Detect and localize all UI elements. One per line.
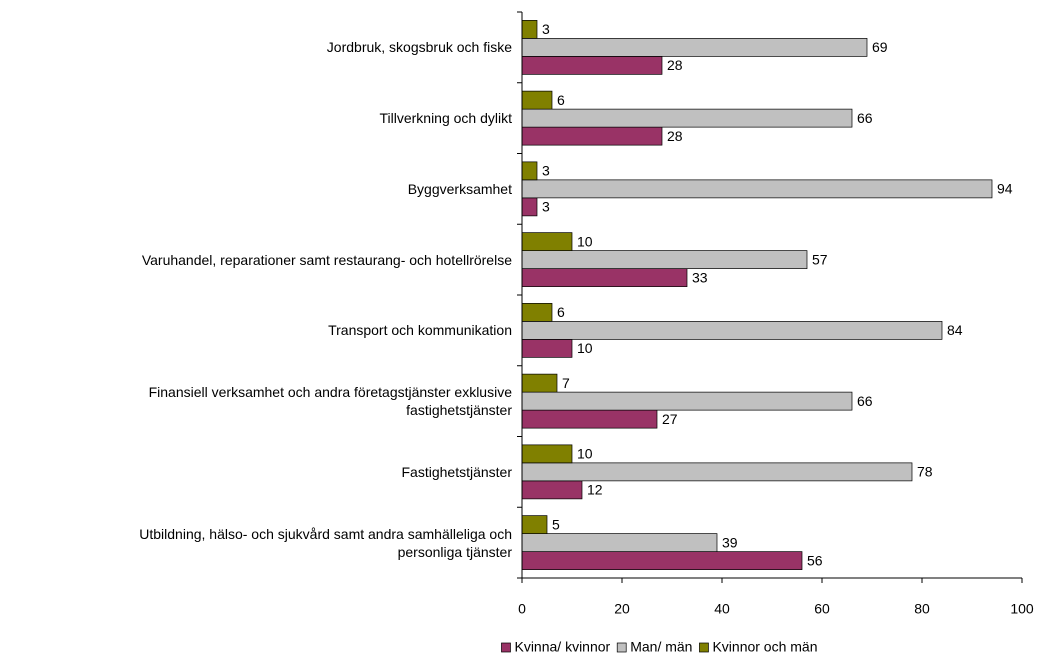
value-label: 3 bbox=[542, 21, 550, 37]
bar bbox=[521, 303, 553, 322]
value-label: 10 bbox=[577, 340, 593, 356]
bar bbox=[521, 391, 853, 411]
bar bbox=[521, 339, 573, 358]
bar bbox=[521, 179, 993, 199]
bar bbox=[521, 444, 573, 464]
value-label: 57 bbox=[812, 251, 828, 267]
bar bbox=[521, 462, 913, 482]
bar bbox=[521, 268, 688, 287]
y-tick-label: Fastighetstjänster bbox=[401, 463, 513, 480]
value-label: 5 bbox=[552, 516, 560, 532]
x-tick-label: 20 bbox=[614, 601, 630, 617]
x-tick-label: 100 bbox=[1010, 601, 1034, 617]
value-label: 69 bbox=[872, 39, 888, 55]
value-label: 78 bbox=[917, 464, 933, 480]
y-tick-label: Byggverksamhet bbox=[407, 180, 512, 197]
x-tick-label: 40 bbox=[714, 601, 730, 617]
bar bbox=[521, 480, 583, 500]
value-label: 3 bbox=[542, 163, 550, 179]
y-tick-label: Varuhandel, reparationer samt restaurang… bbox=[141, 251, 512, 268]
value-label: 6 bbox=[557, 92, 565, 108]
bar bbox=[521, 409, 658, 429]
legend-label: Man/ män bbox=[630, 639, 692, 655]
y-tick-label: Transport och kommunikation bbox=[328, 322, 512, 339]
y-tick-label: Finansiell verksamhet och andra företags… bbox=[148, 384, 512, 419]
value-label: 27 bbox=[662, 411, 678, 427]
bar bbox=[521, 250, 808, 269]
value-label: 7 bbox=[562, 375, 570, 391]
x-tick-label: 80 bbox=[914, 601, 930, 617]
value-label: 28 bbox=[667, 57, 683, 73]
value-label: 84 bbox=[947, 322, 963, 338]
y-tick-label: Tillverkning och dylikt bbox=[379, 110, 512, 127]
value-label: 33 bbox=[692, 269, 708, 285]
value-label: 28 bbox=[667, 128, 683, 144]
value-label: 10 bbox=[577, 446, 593, 462]
legend-label: Kvinna/ kvinnor bbox=[514, 639, 610, 655]
bar bbox=[521, 108, 853, 128]
value-label: 66 bbox=[857, 110, 873, 126]
y-tick-label: Jordbruk, skogsbruk och fiske bbox=[326, 39, 512, 56]
value-label: 66 bbox=[857, 393, 873, 409]
bar bbox=[521, 90, 553, 110]
bar bbox=[521, 20, 538, 39]
value-label: 12 bbox=[587, 482, 603, 498]
y-tick-label: Utbildning, hälso- och sjukvård samt and… bbox=[139, 525, 512, 560]
value-label: 6 bbox=[557, 304, 565, 320]
bar bbox=[521, 515, 548, 534]
value-label: 56 bbox=[807, 552, 823, 568]
bar bbox=[521, 38, 868, 57]
bar bbox=[521, 533, 718, 552]
value-label: 10 bbox=[577, 233, 593, 249]
legend-label: Kvinnor och män bbox=[712, 639, 817, 655]
value-label: 3 bbox=[542, 199, 550, 215]
bar bbox=[521, 161, 538, 181]
value-label: 94 bbox=[997, 181, 1013, 197]
bar bbox=[521, 321, 943, 340]
legend-swatch bbox=[699, 642, 709, 653]
x-tick-label: 60 bbox=[814, 601, 830, 617]
legend-swatch bbox=[616, 642, 627, 653]
bar bbox=[521, 56, 663, 75]
bar bbox=[521, 373, 558, 393]
value-label: 39 bbox=[722, 534, 738, 550]
legend-swatch bbox=[501, 642, 511, 653]
x-tick-label: 0 bbox=[518, 601, 526, 617]
bar bbox=[521, 232, 573, 251]
bar bbox=[521, 197, 538, 217]
bar bbox=[521, 126, 663, 146]
bar bbox=[521, 551, 803, 570]
